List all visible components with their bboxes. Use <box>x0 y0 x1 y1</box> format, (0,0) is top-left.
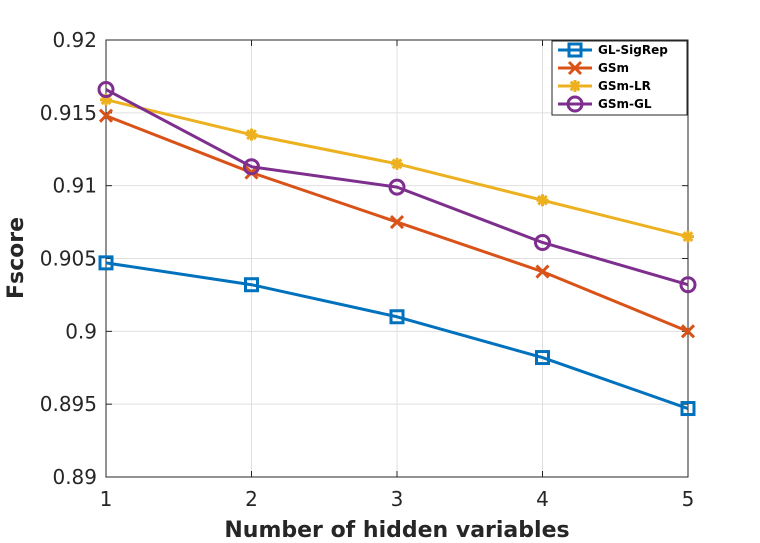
legend-marker-gsm-lr <box>569 80 581 92</box>
data-point-gsm <box>535 264 550 279</box>
x-axis-ticks: 1 2 3 4 5 <box>100 40 695 511</box>
y-tick-label: 0.89 <box>52 465 97 489</box>
data-point-gl-sigrep <box>244 277 259 293</box>
y-tick-label: 0.895 <box>40 392 97 416</box>
y-tick-label: 0.9 <box>65 319 97 343</box>
data-point-gl-sigrep <box>680 401 696 417</box>
y-axis-label: Fscore <box>4 217 29 299</box>
data-point-gsm-gl <box>534 233 551 251</box>
legend-marker-gsm-gl <box>566 95 584 113</box>
y-tick-label: 0.905 <box>40 247 97 271</box>
data-point-gsm-gl <box>679 276 697 294</box>
x-tick-label: 3 <box>391 487 404 511</box>
x-tick-label: 4 <box>536 487 549 511</box>
data-point-gsm <box>98 108 114 123</box>
series-group <box>97 81 697 417</box>
x-axis-label: Number of hidden variables <box>224 518 569 543</box>
data-point-gsm <box>680 324 696 339</box>
y-tick-label: 0.915 <box>40 101 97 125</box>
series-gsm-lr <box>100 93 694 243</box>
legend-marker-gsm <box>567 60 583 76</box>
data-point-gsm-lr <box>682 230 694 243</box>
data-point-gsm-lr <box>100 93 112 106</box>
y-tick-label: 0.92 <box>52 28 97 52</box>
series-line-gl-sigrep <box>105 261 689 410</box>
data-point-gsm-gl <box>243 158 260 176</box>
series-gl-sigrep <box>98 255 696 417</box>
data-point-gsm-gl <box>97 81 115 99</box>
legend-label: GL-SigRep <box>598 43 668 57</box>
series-line-gsm-gl <box>105 88 689 287</box>
legend-label: GSm-GL <box>598 97 652 111</box>
data-point-gl-sigrep <box>98 255 114 271</box>
x-tick-label: 2 <box>245 487 258 511</box>
x-tick-label: 5 <box>682 487 695 511</box>
legend-label: GSm-LR <box>598 79 651 93</box>
legend-marker-gl-sigrep <box>567 42 583 58</box>
data-point-gsm-lr <box>391 157 403 170</box>
x-tick-label: 1 <box>100 487 113 511</box>
data-point-gl-sigrep <box>389 309 405 325</box>
legend: GL-SigRep GSm GSm-LR GSm-GL <box>551 40 688 116</box>
data-point-gsm <box>389 215 405 230</box>
data-point-gl-sigrep <box>535 350 550 366</box>
series-gsm-gl <box>97 81 697 294</box>
legend-label: GSm <box>598 61 629 75</box>
series-gsm <box>98 108 696 339</box>
data-point-gsm-gl <box>388 178 406 196</box>
y-axis-ticks: 0.89 0.895 0.9 0.905 0.91 0.915 0.92 <box>40 28 688 489</box>
y-tick-label: 0.91 <box>52 174 97 198</box>
data-point-gsm-lr <box>536 194 549 207</box>
data-point-gsm-lr <box>245 128 258 141</box>
